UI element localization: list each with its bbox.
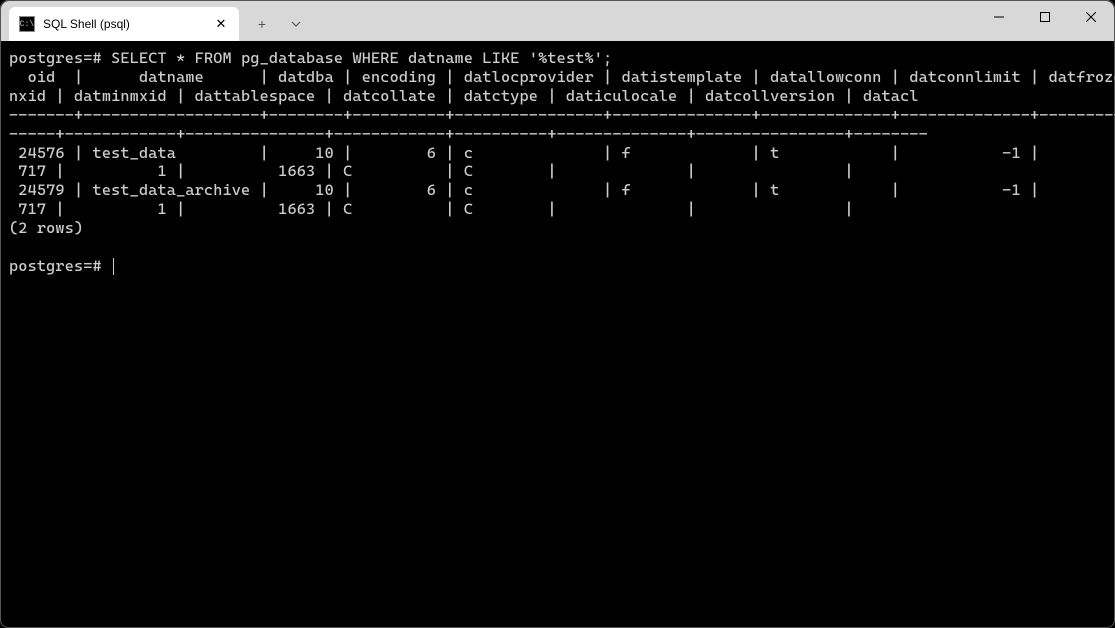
table-row: 24579 | test_data_archive | 10 | 6 | c |… [9, 181, 1039, 199]
close-window-button[interactable] [1068, 1, 1114, 33]
new-tab-button[interactable]: + [247, 9, 277, 39]
tab-title: SQL Shell (psql) [43, 17, 213, 31]
titlebar: C:\ SQL Shell (psql) ✕ + [1, 1, 1114, 41]
close-tab-button[interactable]: ✕ [213, 16, 229, 32]
table-row: 24576 | test_data | 10 | 6 | c | f | t |… [9, 144, 1039, 162]
terminal-icon: C:\ [19, 16, 35, 32]
table-row: 717 | 1 | 1663 | C | C | | | [9, 162, 854, 180]
query-text: SELECT * FROM pg_database WHERE datname … [111, 49, 612, 67]
table-separator-2: -----+------------+---------------+-----… [9, 125, 928, 143]
table-separator-1: -------+-------------------+--------+---… [9, 106, 1115, 124]
tab-dropdown-button[interactable] [281, 9, 311, 39]
maximize-button[interactable] [1022, 1, 1068, 33]
window-controls [976, 1, 1114, 41]
prompt: postgres=# [9, 257, 111, 275]
cursor [113, 258, 114, 275]
prompt: postgres=# [9, 49, 102, 67]
row-count: (2 rows) [9, 219, 83, 237]
table-header-2: nxid | datminmxid | dattablespace | datc… [9, 87, 919, 105]
tab-controls: + [239, 7, 311, 41]
terminal-content[interactable]: postgres=# SELECT * FROM pg_database WHE… [1, 41, 1114, 284]
minimize-button[interactable] [976, 1, 1022, 33]
tab-active[interactable]: C:\ SQL Shell (psql) ✕ [9, 7, 239, 41]
table-header-1: oid | datname | datdba | encoding | datl… [9, 68, 1115, 86]
table-row: 717 | 1 | 1663 | C | C | | | [9, 200, 854, 218]
